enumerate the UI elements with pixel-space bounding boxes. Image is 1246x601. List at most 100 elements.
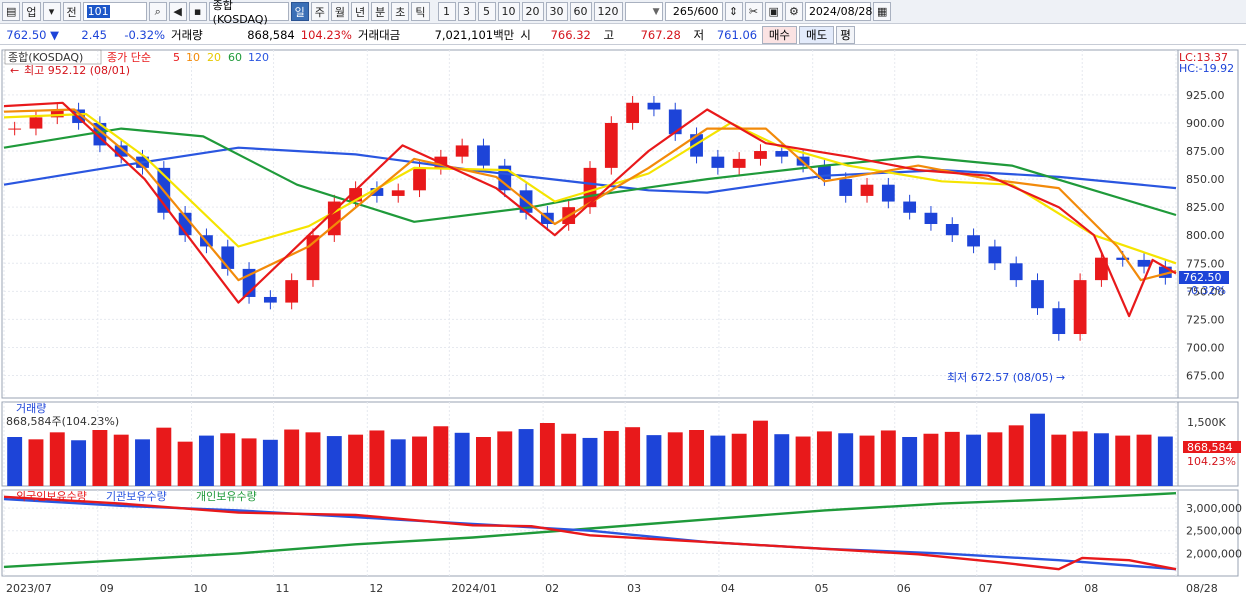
x-tick-11: 07 (979, 582, 993, 595)
amount-value: 7,021,101백만 (434, 27, 515, 42)
save-icon[interactable]: ▣ (764, 2, 783, 21)
candle-body-39 (839, 179, 853, 196)
foreign-holdings-line (3, 495, 1177, 571)
open-label: 시 (520, 27, 531, 42)
minute-1[interactable]: 1 (437, 2, 456, 21)
volume-panel[interactable] (7, 413, 1173, 486)
period-year[interactable]: 년 (351, 2, 370, 21)
price-axis: 925.00 900.00 875.00 850.00 825.00 800.00 775.… (1186, 89, 1225, 383)
holdings-panel[interactable] (3, 492, 1177, 571)
volume-bar-35 (753, 420, 768, 486)
period-day[interactable]: 일 (290, 2, 309, 21)
volume-bar-31 (667, 432, 683, 486)
legend-individual: 개인보유수량 (196, 490, 257, 503)
gear-icon[interactable]: ⚙ (784, 2, 803, 21)
volume-bar-15 (326, 436, 342, 486)
minute-20[interactable]: 20 (521, 2, 544, 21)
volume-bar-20 (433, 426, 449, 486)
volume-bar-18 (390, 439, 406, 486)
index-name: 종합(KOSDAQ) (208, 0, 289, 26)
buy-button[interactable]: 매수 (761, 25, 798, 44)
eval-button[interactable]: 평 (836, 25, 855, 44)
amount-label: 거래대금 (357, 27, 401, 42)
legend-box (4, 49, 102, 65)
volume-axis-tick: 1,500K (1187, 416, 1226, 429)
minute-3[interactable]: 3 (457, 2, 476, 21)
lock-icon[interactable]: ▪ (188, 2, 207, 21)
candle-body-49 (1052, 308, 1066, 335)
candle-body-21 (455, 145, 469, 157)
legend-ma5: 5 (173, 51, 180, 64)
price-panel[interactable] (3, 96, 1177, 341)
minute-60[interactable]: 60 (569, 2, 592, 21)
volume-badge-pct: 104.23% (1187, 455, 1236, 468)
period-week[interactable]: 주 (310, 2, 329, 21)
low-annotation: 최저 672.57 (08/05) (947, 371, 1053, 384)
x-tick-6: 02 (545, 582, 559, 595)
x-tick-7: 03 (627, 582, 641, 595)
candle-body-13 (285, 280, 299, 303)
panel-frame-0 (1, 49, 1239, 399)
legend-index-name: 종합(KOSDAQ) (8, 51, 83, 64)
high-value: 767.28 (640, 27, 681, 42)
volume-bar-40 (859, 435, 875, 486)
legend-institution: 기관보유수량 (106, 490, 167, 503)
price-tick-7: 750.00 (1186, 285, 1225, 298)
minute-5[interactable]: 5 (477, 2, 496, 21)
x-tick-4: 12 (369, 582, 383, 595)
code-input[interactable]: 101 (82, 2, 147, 21)
volume-bar-53 (1136, 434, 1152, 486)
candle-body-53 (1137, 259, 1151, 267)
legend-ma120: 120 (248, 51, 269, 64)
volume-bar-22 (475, 437, 491, 486)
price-tick-3: 850.00 (1186, 173, 1225, 186)
toolbar: ▤ 업 ▾ 전 101 ⌕ ◀ ▪ 종합(KOSDAQ) 일 주 월 년 분 초… (0, 0, 1246, 26)
candle-body-47 (1009, 263, 1023, 281)
stock-chart[interactable]: 종합(KOSDAQ) 종가 단순 5 10 20 60 120 ← 최고 952… (0, 46, 1246, 601)
period-tick[interactable]: 틱 (411, 2, 430, 21)
period-minute[interactable]: 분 (371, 2, 390, 21)
volume-bar-44 (944, 431, 960, 486)
dropdown-icon[interactable]: ▾ (42, 2, 61, 21)
minute-10[interactable]: 10 (497, 2, 520, 21)
market-select[interactable]: 업 (22, 2, 41, 21)
menu-icon[interactable]: ▤ (2, 2, 21, 21)
volume-bar-5 (113, 434, 129, 486)
minute-120[interactable]: 120 (593, 2, 623, 21)
volume-pct: 104.23% (300, 27, 352, 42)
search-icon[interactable]: ⌕ (148, 2, 167, 21)
candle-body-51 (1095, 257, 1108, 281)
x-tick-3: 11 (276, 582, 290, 595)
period-month[interactable]: 월 (330, 2, 350, 21)
x-tick-9: 05 (815, 582, 829, 595)
candle-body-33 (711, 156, 725, 168)
x-tick-5: 2024/01 (451, 582, 497, 595)
minute-30[interactable]: 30 (545, 2, 568, 21)
volume-bar-10 (220, 433, 236, 486)
candle-body-28 (604, 122, 618, 168)
date-field[interactable]: 2024/08/28 (804, 2, 872, 21)
price-tick-10: 675.00 (1186, 370, 1225, 383)
low-label: 저 (693, 27, 705, 42)
count-field[interactable]: 265/600 (664, 2, 723, 21)
ma60-line (3, 127, 1177, 223)
candle-body-44 (945, 224, 959, 236)
calendar-icon[interactable]: ▦ (872, 2, 892, 21)
interval-combo[interactable]: ▼ (624, 2, 663, 21)
volume-bar-28 (603, 430, 619, 486)
prev-button[interactable]: 전 (62, 2, 81, 21)
volume-bar-23 (497, 431, 513, 486)
volume-bar-39 (838, 433, 854, 486)
volume-bar-6 (135, 439, 150, 486)
candle-body-22 (477, 145, 490, 166)
tools-icon[interactable]: ✂ (744, 2, 763, 21)
candle-body-43 (924, 212, 938, 224)
bar-adjust-icon[interactable]: ⇕ (724, 2, 743, 21)
legend-ma20: 20 (207, 51, 221, 64)
price-tick-9: 700.00 (1186, 341, 1225, 354)
candle-body-35 (754, 151, 767, 159)
speaker-icon[interactable]: ◀ (168, 2, 187, 21)
period-second[interactable]: 초 (391, 2, 410, 21)
sell-button[interactable]: 매도 (799, 25, 835, 44)
volume-bar-54 (1157, 436, 1173, 486)
